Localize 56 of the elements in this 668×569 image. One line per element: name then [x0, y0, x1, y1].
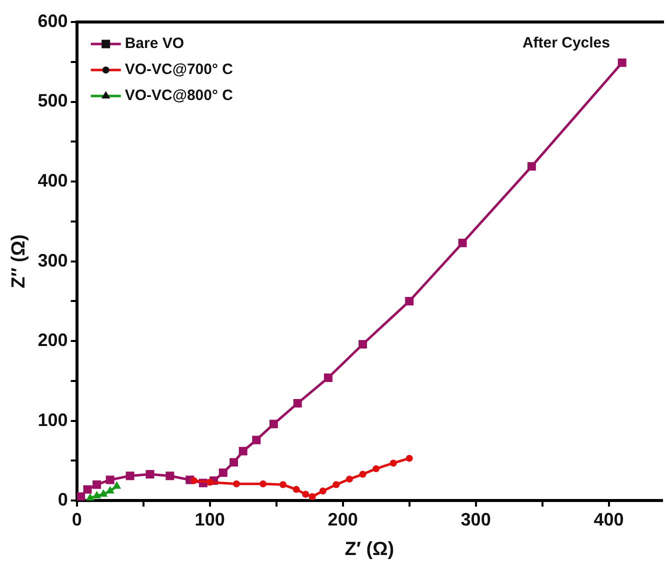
- point: [302, 490, 310, 498]
- point: [252, 436, 261, 444]
- point: [83, 485, 92, 494]
- point: [206, 478, 214, 486]
- point: [126, 472, 134, 480]
- legend-label: VO-VC@800° C: [124, 87, 234, 104]
- point: [319, 488, 326, 495]
- point: [232, 480, 240, 488]
- legend-label: VO-VC@700° C: [124, 61, 234, 78]
- point: [527, 162, 536, 171]
- point: [86, 493, 94, 501]
- x-tick-label: 300: [460, 509, 491, 530]
- point: [346, 476, 353, 483]
- point: [458, 238, 467, 248]
- point: [269, 420, 278, 428]
- point: [618, 58, 626, 67]
- y-tick-label: 400: [38, 170, 68, 190]
- x-tick-label: 100: [194, 509, 225, 530]
- y-tick-label: 200: [38, 330, 68, 350]
- point: [390, 460, 397, 467]
- point: [112, 481, 122, 489]
- point: [358, 340, 368, 348]
- point: [293, 399, 302, 408]
- x-axis-title: Z′ (Ω): [344, 538, 394, 560]
- x-tick-label: 0: [72, 509, 82, 530]
- point: [406, 454, 413, 462]
- point: [332, 481, 340, 488]
- point: [405, 296, 414, 306]
- point: [106, 476, 114, 484]
- point: [99, 489, 108, 497]
- point: [230, 458, 238, 467]
- annotation: After Cycles: [522, 34, 610, 52]
- y-tick-label: 500: [38, 90, 68, 111]
- point: [166, 472, 174, 480]
- point: [372, 465, 380, 472]
- point: [279, 481, 286, 488]
- x-tick-label: 400: [594, 509, 624, 530]
- point: [218, 468, 228, 477]
- point: [359, 470, 366, 478]
- y-axis-title: Z″ (Ω): [8, 234, 30, 288]
- point: [308, 493, 316, 500]
- point: [238, 446, 248, 456]
- point: [260, 480, 267, 488]
- point: [292, 486, 300, 493]
- legend-label: Bare VO: [124, 35, 184, 52]
- point: [92, 480, 102, 489]
- point: [146, 470, 154, 479]
- y-tick-label: 300: [38, 250, 68, 270]
- point: [76, 492, 86, 501]
- y-tick-label: 600: [38, 10, 68, 31]
- y-tick-label: 0: [58, 490, 68, 510]
- y-tick-label: 100: [38, 410, 68, 430]
- point: [92, 490, 102, 498]
- point: [190, 477, 198, 484]
- x-tick-label: 200: [328, 509, 358, 530]
- point: [324, 374, 332, 382]
